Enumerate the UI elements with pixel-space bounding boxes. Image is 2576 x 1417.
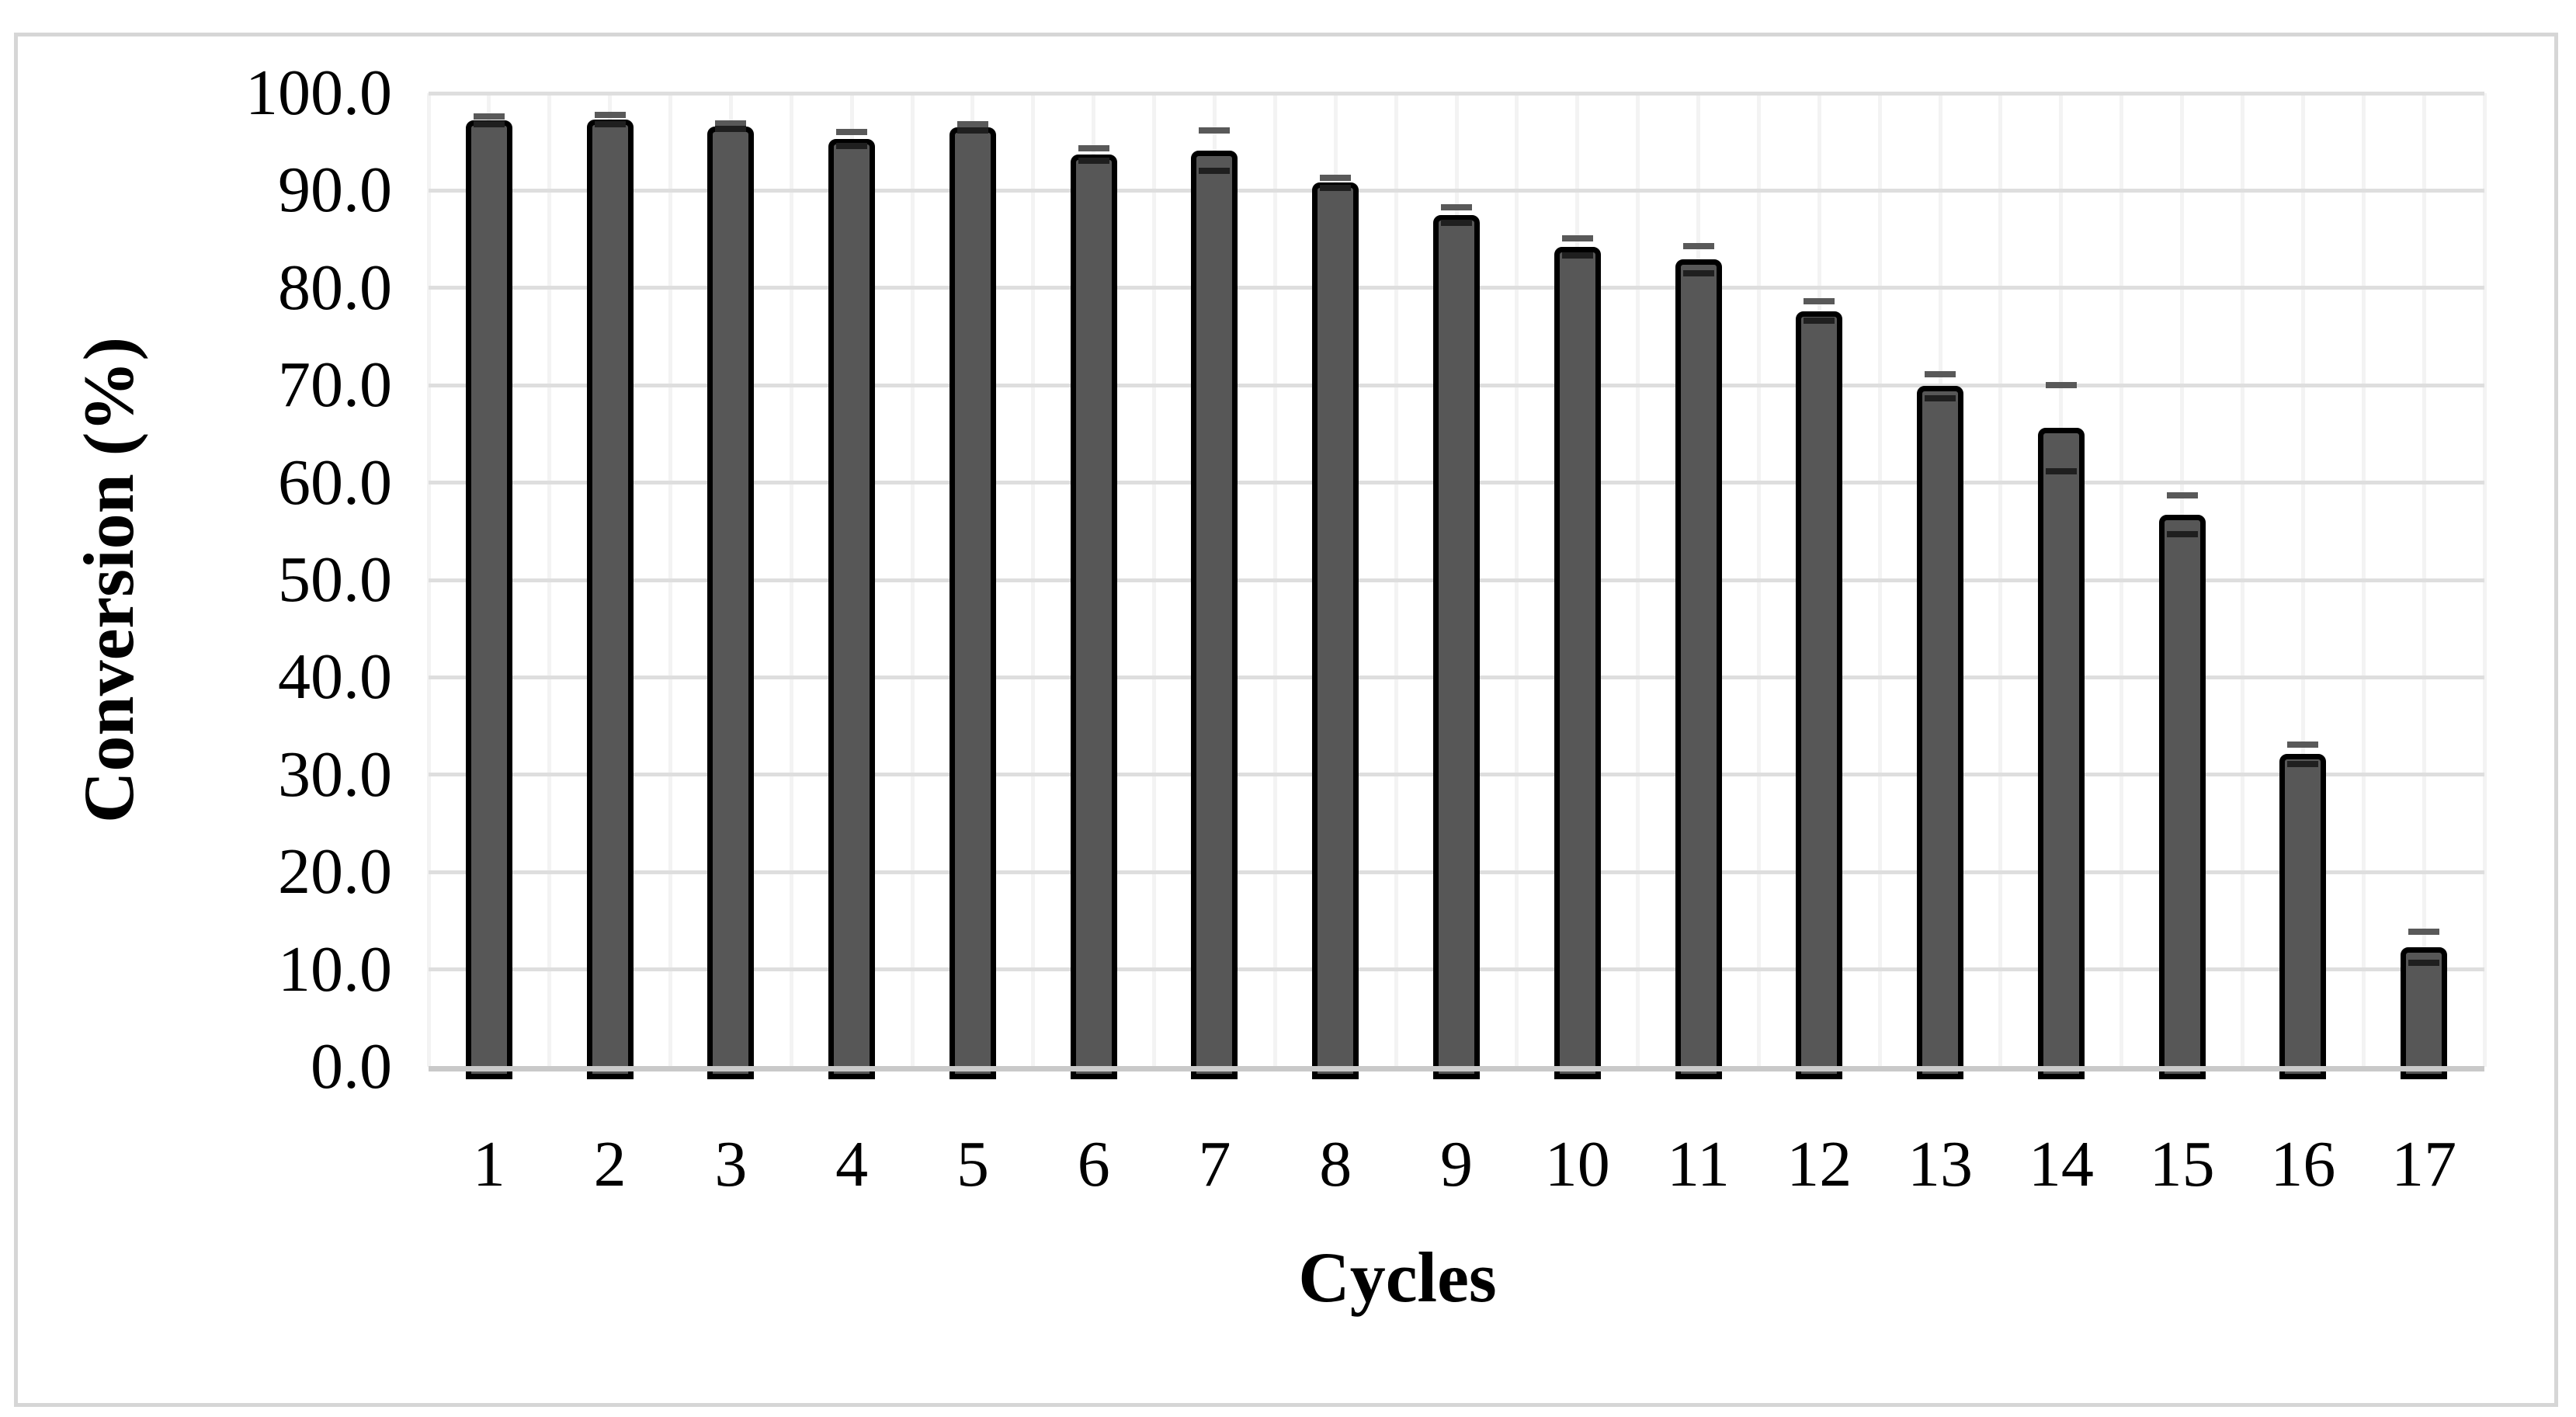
error-bar-cap-lower xyxy=(2166,531,2198,538)
x-tick-label: 9 xyxy=(1440,1128,1473,1200)
horizontal-gridline xyxy=(429,188,2484,193)
error-bar-cap-upper xyxy=(1804,298,1835,305)
x-tick-label: 7 xyxy=(1198,1128,1231,1200)
x-tick-label: 8 xyxy=(1319,1128,1352,1200)
x-tick-label: 3 xyxy=(714,1128,748,1200)
y-tick-label: 100.0 xyxy=(245,57,392,129)
error-bar-cap-lower xyxy=(2287,761,2319,767)
error-bar-cap-lower xyxy=(1441,219,1472,226)
error-bar-cap-upper xyxy=(2408,928,2440,935)
x-tick-label: 14 xyxy=(2028,1128,2094,1200)
error-bar-cap-lower xyxy=(1925,394,1956,401)
bar xyxy=(2279,754,2327,1079)
y-tick-label: 80.0 xyxy=(278,251,392,324)
horizontal-gridline xyxy=(429,91,2484,96)
bar xyxy=(1554,247,1601,1079)
bar xyxy=(707,126,755,1079)
y-tick-label: 90.0 xyxy=(278,154,392,227)
error-bar-cap-lower xyxy=(836,142,868,149)
x-axis-line xyxy=(429,1066,2484,1071)
x-axis-title: Cycles xyxy=(1298,1238,1497,1317)
y-tick-label: 10.0 xyxy=(278,933,392,1005)
x-tick-label: 17 xyxy=(2391,1128,2457,1200)
error-bar-cap-lower xyxy=(594,121,626,128)
y-tick-label: 30.0 xyxy=(278,738,392,811)
error-bar-cap-lower xyxy=(956,127,988,134)
bar xyxy=(1796,311,1843,1079)
error-bar-cap-upper xyxy=(1561,234,1593,241)
x-tick-label: 1 xyxy=(472,1128,505,1200)
bar xyxy=(1675,259,1722,1079)
error-bar-cap-upper xyxy=(473,113,505,120)
error-bar-cap-upper xyxy=(2166,491,2198,498)
y-tick-label: 0.0 xyxy=(311,1030,392,1103)
error-bar-cap-lower xyxy=(473,121,505,128)
bar xyxy=(1191,150,1238,1079)
error-bar-cap-lower xyxy=(715,126,747,133)
error-bar-cap-upper xyxy=(1682,242,1714,249)
error-bar-cap-upper xyxy=(2045,382,2077,389)
error-bar-cap-upper xyxy=(1320,175,1352,182)
x-tick-label: 4 xyxy=(835,1128,869,1200)
x-tick-label: 15 xyxy=(2149,1128,2215,1200)
bar xyxy=(1312,182,1359,1079)
error-bar-cap-upper xyxy=(1925,371,1956,378)
bar xyxy=(465,120,512,1079)
bar xyxy=(828,138,876,1079)
error-bar-cap-lower xyxy=(1561,252,1593,259)
x-tick-label: 16 xyxy=(2270,1128,2336,1200)
x-tick-label: 10 xyxy=(1544,1128,1610,1200)
y-tick-label: 20.0 xyxy=(278,835,392,908)
error-bar-cap-upper xyxy=(715,120,747,127)
y-tick-label: 70.0 xyxy=(278,349,392,422)
error-bar-cap-lower xyxy=(2045,467,2077,474)
x-tick-label: 13 xyxy=(1908,1128,1974,1200)
x-tick-label: 5 xyxy=(956,1128,989,1200)
error-bar-cap-lower xyxy=(1320,184,1352,191)
error-bar-cap-lower xyxy=(1804,318,1835,325)
x-tick-label: 6 xyxy=(1077,1128,1110,1200)
error-bar-cap-upper xyxy=(2287,741,2319,748)
bar xyxy=(2401,946,2448,1079)
x-tick-label: 12 xyxy=(1786,1128,1852,1200)
error-bar-cap-lower xyxy=(1199,168,1231,175)
error-bar-cap-lower xyxy=(1078,157,1109,164)
x-tick-label: 11 xyxy=(1667,1128,1730,1200)
vertical-gridline xyxy=(2482,93,2487,1067)
y-tick-label: 50.0 xyxy=(278,544,392,616)
y-axis-title: Conversion (%) xyxy=(69,336,148,824)
error-bar-cap-upper xyxy=(836,129,868,136)
error-bar-cap-lower xyxy=(1682,269,1714,276)
error-bar-cap-upper xyxy=(594,111,626,118)
x-tick-label: 2 xyxy=(593,1128,627,1200)
error-bar-cap-upper xyxy=(956,121,988,128)
bar xyxy=(1917,386,1964,1079)
bar xyxy=(949,127,996,1079)
bar xyxy=(2037,428,2085,1079)
error-bar-cap-upper xyxy=(1078,145,1109,152)
y-tick-label: 40.0 xyxy=(278,641,392,714)
y-tick-label: 60.0 xyxy=(278,446,392,519)
error-bar-cap-upper xyxy=(1199,127,1231,134)
figure-border xyxy=(14,33,2558,1407)
error-bar-cap-upper xyxy=(1441,203,1472,210)
bar xyxy=(2158,514,2206,1079)
bar xyxy=(1433,214,1480,1079)
bar xyxy=(1070,155,1117,1079)
error-bar-cap-lower xyxy=(2408,959,2440,966)
bar xyxy=(586,119,634,1079)
